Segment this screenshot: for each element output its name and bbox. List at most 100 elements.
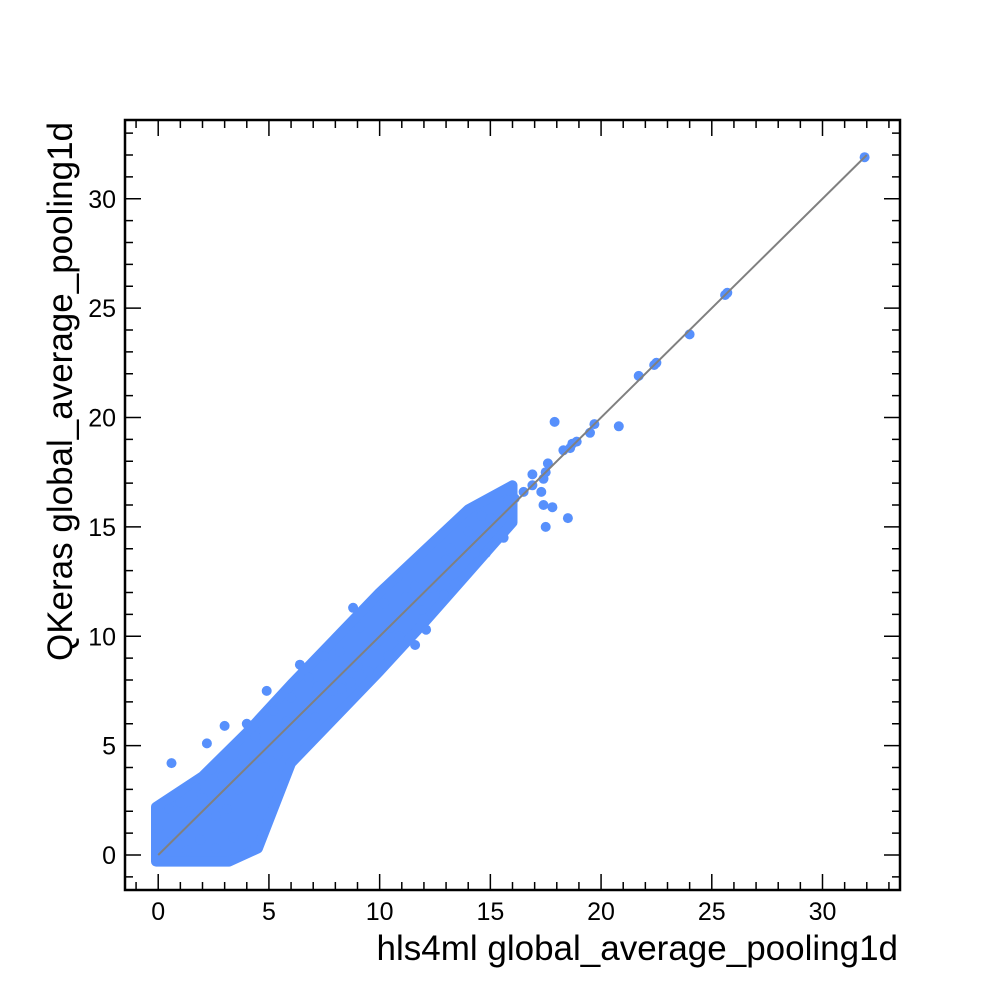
data-point (507, 508, 518, 519)
data-point (184, 806, 195, 817)
data-point (201, 738, 212, 749)
data-point (228, 749, 239, 760)
axis-ticks (125, 120, 900, 890)
data-point (210, 843, 221, 854)
data-point (290, 740, 301, 751)
data-point (348, 602, 359, 613)
x-tick-label: 15 (476, 898, 504, 926)
data-point (401, 591, 412, 602)
data-point (217, 771, 228, 782)
data-point (286, 692, 297, 703)
data-point (195, 834, 206, 845)
data-point (241, 718, 252, 729)
data-point (337, 683, 347, 694)
x-tick-label: 30 (809, 898, 837, 926)
data-point (297, 720, 308, 731)
data-point (166, 758, 177, 769)
data-point (164, 804, 175, 815)
data-point (182, 845, 192, 856)
data-point (334, 646, 345, 657)
data-point (469, 548, 480, 559)
data-point (441, 554, 452, 565)
data-point (352, 661, 363, 672)
reference-line (157, 154, 868, 856)
data-point (228, 832, 239, 843)
data-point (445, 543, 456, 554)
data-point (562, 513, 573, 524)
data-point (250, 731, 261, 742)
x-axis-title: hls4ml global_average_pooling1d (377, 929, 899, 968)
x-tick-label: 5 (262, 898, 276, 926)
tick-labels: 0 5 10 15 20 25 30 0 5 10 15 20 25 30 (88, 186, 836, 926)
data-point (421, 624, 432, 635)
data-point (354, 622, 365, 633)
data-point (480, 548, 491, 559)
data-point (190, 782, 201, 793)
data-point (310, 712, 321, 723)
y-tick-label: 10 (88, 623, 116, 651)
y-tick-label: 25 (88, 295, 116, 323)
x-tick-label: 20 (587, 898, 615, 926)
y-axis-title: QKeras global_average_pooling1d (41, 122, 80, 661)
data-point (303, 672, 314, 683)
data-point (272, 749, 283, 760)
data-point (250, 841, 261, 852)
data-point (418, 613, 429, 624)
data-point (538, 500, 549, 510)
x-tick-label: 10 (366, 898, 394, 926)
data-point (416, 605, 427, 615)
data-point (536, 486, 547, 497)
data-point (438, 589, 449, 600)
data-point (239, 753, 250, 764)
data-point (392, 572, 403, 583)
y-tick-label: 30 (88, 186, 116, 214)
data-point (206, 764, 217, 775)
data-point (153, 823, 164, 834)
data-point (503, 495, 514, 506)
data-point (155, 850, 166, 860)
x-tick-label: 0 (151, 898, 165, 926)
data-point (268, 705, 279, 716)
data-point (518, 486, 529, 497)
data-point (175, 797, 186, 808)
y-tick-label: 5 (102, 733, 116, 761)
data-point (197, 793, 208, 804)
data-point (219, 720, 230, 731)
x-tick-label: 25 (698, 898, 726, 926)
data-point (221, 804, 232, 815)
data-point (527, 469, 538, 480)
data-point (394, 631, 405, 642)
reference-line-group (157, 154, 868, 856)
data-point (498, 532, 509, 543)
data-point (312, 681, 323, 692)
data-point (259, 762, 270, 773)
data-point (476, 510, 487, 521)
data-point (328, 685, 339, 696)
data-point (232, 784, 243, 795)
data-point (385, 622, 396, 633)
data-point (294, 659, 305, 670)
data-point (449, 578, 460, 589)
data-point (345, 677, 356, 688)
data-point (549, 416, 560, 427)
y-tick-label: 15 (88, 514, 116, 542)
data-point (379, 598, 390, 609)
data-point (463, 526, 474, 537)
data-point (261, 685, 272, 696)
data-point (540, 521, 551, 532)
data-point (410, 640, 421, 650)
data-point (613, 421, 624, 432)
data-point (363, 666, 374, 677)
y-tick-label: 20 (88, 405, 116, 433)
data-point (164, 836, 175, 847)
data-point (410, 580, 421, 591)
data-point (210, 810, 221, 821)
data-point (485, 513, 496, 524)
data-point (547, 502, 558, 513)
data-point (542, 458, 553, 469)
data-point (281, 716, 292, 727)
data-point (383, 650, 394, 661)
data-point (319, 650, 330, 661)
y-tick-label: 0 (102, 842, 116, 870)
